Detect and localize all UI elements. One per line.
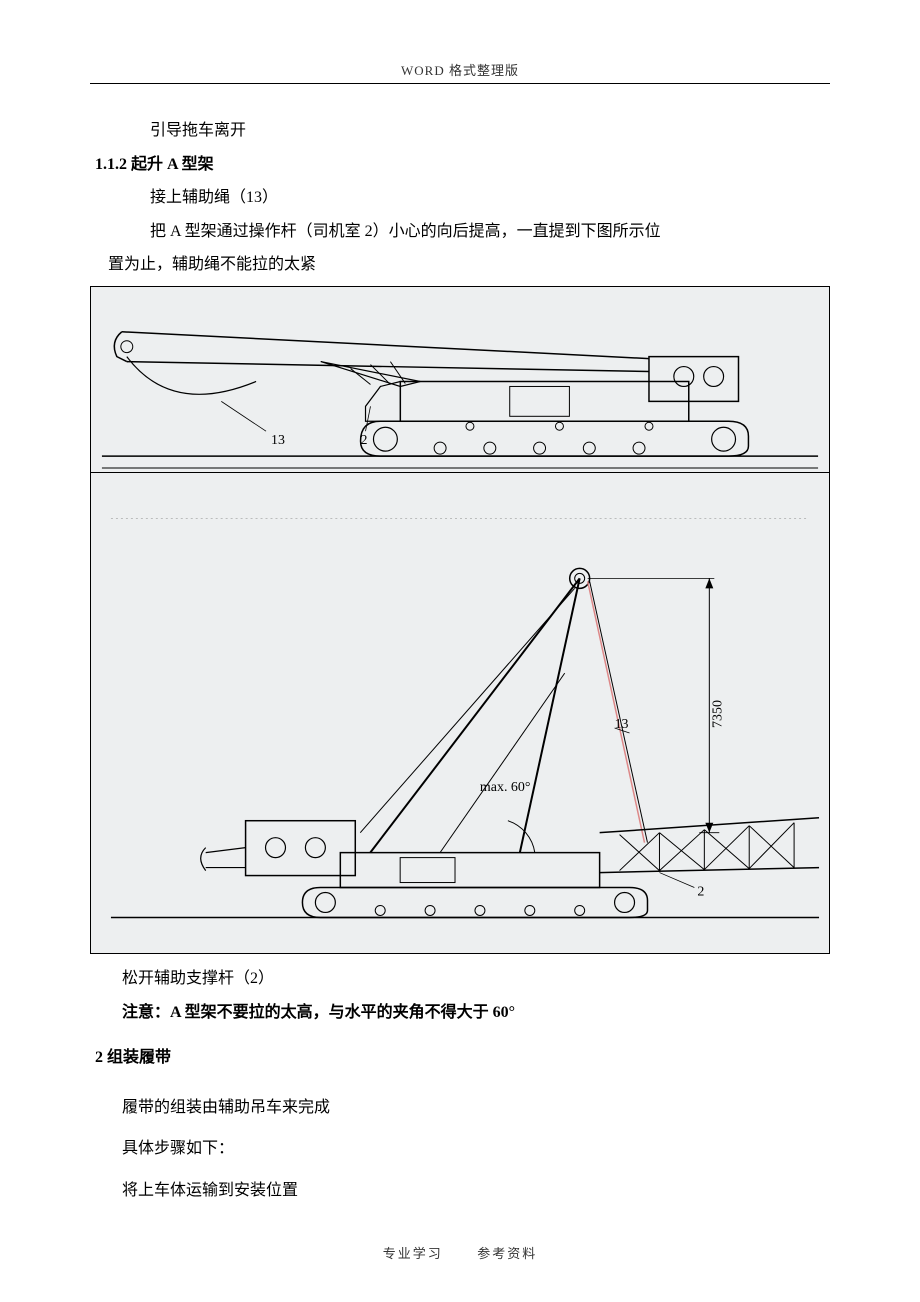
header-text: WORD 格式整理版	[401, 63, 519, 78]
paragraph-line-3-cont: 置为止，辅助绳不能拉的太紧	[108, 248, 830, 282]
paragraph-line-5: 具体步骤如下：	[90, 1128, 830, 1170]
diagram-top-panel: 13 2	[91, 287, 829, 473]
diagram-bottom-label-13: 13	[615, 717, 629, 732]
page-header: WORD 格式整理版	[90, 60, 830, 84]
diagram-bottom-label-height: 7350	[710, 700, 725, 728]
paragraph-line-1: 引导拖车离开	[118, 114, 830, 148]
paragraph-line-4: 履带的组装由辅助吊车来完成	[90, 1087, 830, 1129]
crane-folded-svg: 13 2	[91, 287, 829, 472]
paragraph-line-2: 接上辅助绳（13）	[118, 181, 830, 215]
warning-note: 注意：A 型架不要拉的太高，与水平的夹角不得大于 60°	[90, 996, 830, 1030]
diagram-top-label-2: 2	[361, 433, 368, 448]
diagram-top-label-13: 13	[271, 433, 285, 448]
diagram-bottom-label-angle: max. 60°	[480, 780, 531, 795]
footer-left: 专业学习	[383, 1246, 443, 1261]
heading-2: 2 组装履带	[95, 1041, 830, 1075]
diagram-bottom-label-2: 2	[697, 884, 704, 899]
technical-diagram: 13 2	[90, 286, 830, 954]
paragraph-line-6: 将上车体运输到安装位置	[90, 1170, 830, 1212]
footer-right: 参考资料	[477, 1246, 537, 1261]
diagram-bottom-panel: max. 60° 13 2 7350	[91, 473, 829, 953]
crane-raised-svg: max. 60° 13 2 7350	[91, 473, 829, 953]
paragraph-after-diagram: 松开辅助支撑杆（2）	[122, 962, 830, 996]
page-footer: 专业学习 参考资料	[0, 1243, 920, 1262]
document-page: WORD 格式整理版 引导拖车离开 1.1.2 起升 A 型架 接上辅助绳（13…	[0, 0, 920, 1302]
heading-1-1-2: 1.1.2 起升 A 型架	[95, 148, 830, 182]
paragraph-line-3: 把 A 型架通过操作杆（司机室 2）小心的向后提高，一直提到下图所示位	[118, 215, 830, 249]
